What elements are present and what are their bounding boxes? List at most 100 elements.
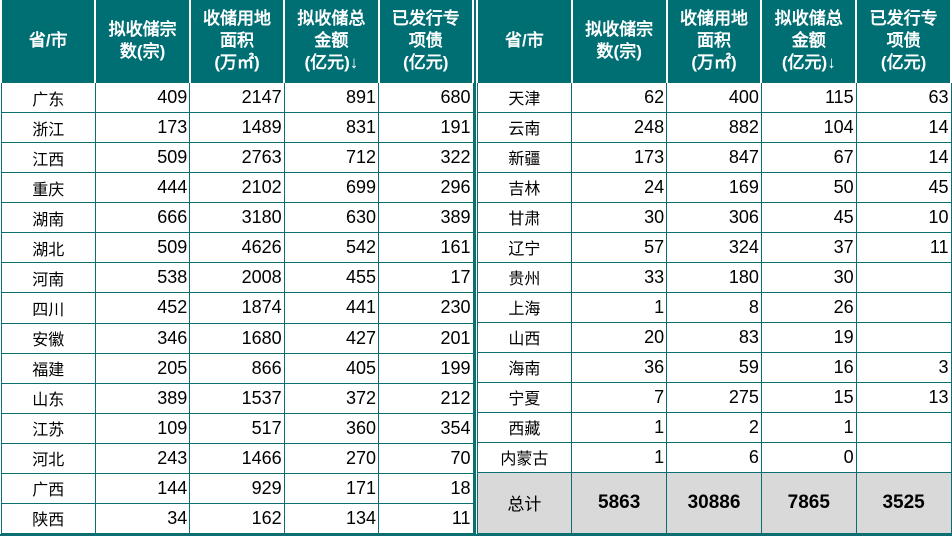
cell-total-amount: 16 bbox=[760, 351, 857, 383]
header-special-bonds: 已发行专 项债 (亿元) bbox=[377, 0, 475, 83]
cell-total-amount: 455 bbox=[283, 262, 380, 294]
cell-special-bonds: 18 bbox=[378, 472, 474, 504]
cell-total-amount: 405 bbox=[283, 352, 380, 384]
cell-total-amount: 19 bbox=[760, 321, 857, 353]
cell-total-amount: 67 bbox=[760, 141, 857, 173]
cell-project-count: 452 bbox=[94, 292, 191, 324]
total-special-bonds: 3525 bbox=[855, 471, 952, 535]
cell-province: 甘肃 bbox=[476, 201, 573, 233]
cell-land-area: 83 bbox=[666, 321, 762, 353]
cell-special-bonds: 3 bbox=[855, 351, 952, 383]
cell-project-count: 666 bbox=[94, 202, 191, 234]
table-row: 宁夏 7 275 15 13 bbox=[476, 381, 952, 413]
header-text: (亿元) bbox=[403, 53, 449, 72]
table-row: 山东 389 1537 372 212 bbox=[0, 382, 474, 414]
cell-project-count: 346 bbox=[94, 322, 191, 354]
header-text: 金额 bbox=[791, 31, 826, 50]
cell-total-amount: 115 bbox=[760, 82, 857, 113]
table-row: 湖南 666 3180 630 389 bbox=[0, 202, 474, 234]
cell-total-amount: 1 bbox=[760, 411, 857, 443]
header-text: (万㎡) bbox=[214, 53, 260, 72]
cell-province: 吉林 bbox=[476, 171, 573, 203]
table-row: 西藏 1 2 1 bbox=[476, 411, 952, 443]
cell-land-area: 59 bbox=[666, 351, 762, 383]
table-row: 重庆 444 2102 699 296 bbox=[0, 172, 474, 204]
cell-total-amount: 50 bbox=[760, 171, 857, 203]
table-row: 江苏 109 517 360 354 bbox=[0, 412, 474, 444]
table-row: 天津 62 400 115 63 bbox=[476, 82, 952, 113]
header-text: 拟收储宗 bbox=[108, 20, 177, 39]
cell-special-bonds: 680 bbox=[378, 81, 474, 114]
cell-total-amount: 15 bbox=[760, 381, 857, 413]
cell-project-count: 173 bbox=[94, 112, 191, 144]
cell-total-amount: 630 bbox=[283, 202, 380, 234]
cell-project-count: 205 bbox=[94, 352, 191, 384]
table-row: 吉林 24 169 50 45 bbox=[476, 171, 952, 203]
cell-land-area: 1680 bbox=[189, 322, 285, 354]
cell-land-area: 929 bbox=[189, 472, 285, 504]
table-row: 河南 538 2008 455 17 bbox=[0, 262, 474, 294]
table-row: 浙江 173 1489 831 191 bbox=[0, 112, 474, 144]
table-row: 上海 1 8 26 bbox=[476, 291, 952, 323]
cell-land-area: 8 bbox=[666, 291, 762, 323]
cell-project-count: 1 bbox=[571, 291, 668, 323]
header-text: 拟收储宗 bbox=[585, 20, 654, 39]
cell-special-bonds: 354 bbox=[378, 412, 474, 444]
cell-special-bonds: 10 bbox=[855, 201, 952, 233]
cell-special-bonds bbox=[855, 411, 952, 443]
cell-land-area: 180 bbox=[666, 261, 762, 293]
cell-total-amount: 712 bbox=[283, 142, 380, 174]
cell-special-bonds: 201 bbox=[378, 322, 474, 354]
cell-total-amount: 831 bbox=[283, 112, 380, 144]
cell-project-count: 509 bbox=[94, 232, 191, 264]
cell-land-area: 2008 bbox=[189, 262, 285, 294]
cell-province: 内蒙古 bbox=[476, 441, 573, 473]
table-row: 湖北 509 4626 542 161 bbox=[0, 232, 474, 264]
header-text: 数(宗) bbox=[596, 42, 642, 61]
cell-special-bonds: 13 bbox=[855, 381, 952, 413]
cell-province: 广东 bbox=[0, 81, 96, 114]
cell-land-area: 324 bbox=[666, 231, 762, 263]
header-text: 省/市 bbox=[505, 31, 544, 50]
cell-special-bonds: 199 bbox=[378, 352, 474, 384]
table-row: 云南 248 882 104 14 bbox=[476, 111, 952, 143]
cell-province: 西藏 bbox=[476, 411, 573, 443]
header-text: 收储用地 bbox=[202, 9, 271, 28]
table-row: 四川 452 1874 441 230 bbox=[0, 292, 474, 324]
cell-province: 宁夏 bbox=[476, 381, 573, 413]
cell-special-bonds: 230 bbox=[378, 292, 474, 324]
cell-project-count: 33 bbox=[571, 261, 668, 293]
cell-total-amount: 37 bbox=[760, 231, 857, 263]
cell-land-area: 169 bbox=[666, 171, 762, 203]
cell-total-amount: 441 bbox=[283, 292, 380, 324]
cell-special-bonds: 14 bbox=[855, 141, 952, 173]
total-project-count: 5863 bbox=[571, 471, 668, 535]
cell-total-amount: 26 bbox=[760, 291, 857, 323]
header-text: 项债 bbox=[408, 31, 443, 50]
cell-total-amount: 372 bbox=[283, 382, 380, 414]
cell-special-bonds: 11 bbox=[378, 502, 474, 535]
cell-province: 河南 bbox=[0, 262, 96, 294]
cell-project-count: 30 bbox=[571, 201, 668, 233]
cell-project-count: 34 bbox=[94, 502, 191, 535]
cell-province: 福建 bbox=[0, 352, 96, 384]
header-text: 金额 bbox=[314, 31, 349, 50]
cell-province: 海南 bbox=[476, 351, 573, 383]
table-row: 陕西 34 162 134 11 bbox=[0, 502, 474, 535]
cell-project-count: 109 bbox=[94, 412, 191, 444]
cell-total-amount: 891 bbox=[283, 81, 380, 114]
cell-special-bonds bbox=[855, 261, 952, 293]
header-text: 面积 bbox=[696, 31, 731, 50]
cell-special-bonds bbox=[855, 441, 952, 473]
cell-land-area: 2763 bbox=[189, 142, 285, 174]
cell-total-amount: 699 bbox=[283, 172, 380, 204]
table-row: 广东 409 2147 891 680 bbox=[0, 81, 474, 114]
cell-total-amount: 104 bbox=[760, 111, 857, 143]
left-table: 省/市 拟收储宗 数(宗) 收储用地 面积 (万㎡) 拟收储总 金额 (亿元)↓ 已发行专 项债 (亿… bbox=[0, 0, 475, 535]
cell-province: 云南 bbox=[476, 111, 573, 143]
cell-land-area: 882 bbox=[666, 111, 762, 143]
right-table: 省/市 拟收储宗 数(宗) 收储用地 面积 (万㎡) 拟收储总 金额 (亿元)↓ 已发行专 项债 (亿… bbox=[476, 0, 952, 535]
cell-special-bonds: 70 bbox=[378, 442, 474, 474]
table-row: 河北 243 1466 270 70 bbox=[0, 442, 474, 474]
cell-province: 天津 bbox=[476, 82, 573, 113]
